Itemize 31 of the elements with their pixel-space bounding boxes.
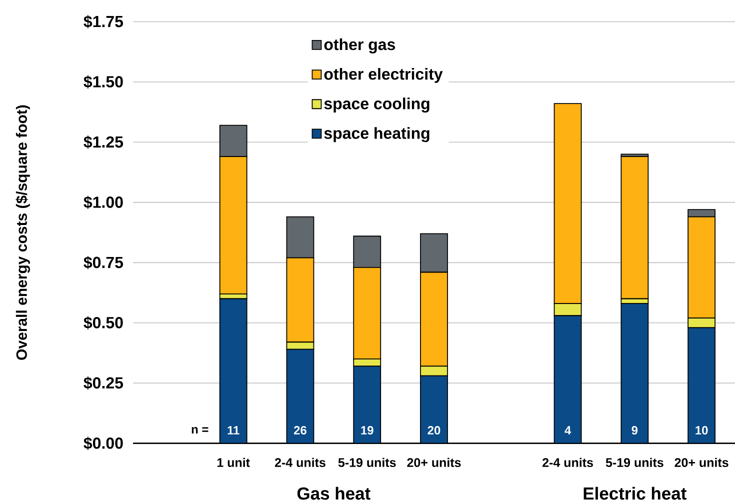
x-tick-label: 5-19 units xyxy=(606,458,664,468)
y-tick-label: $0.75 xyxy=(84,256,124,270)
x-tick-label: 1 unit xyxy=(217,458,250,468)
y-tick-label: $0.25 xyxy=(84,376,124,390)
y-tick-label: $1.75 xyxy=(84,15,124,28)
y-axis-title: Overall energy costs ($/square foot) xyxy=(16,105,30,360)
text: Electric heat xyxy=(584,486,686,500)
y-tick-label: $1.00 xyxy=(84,196,123,209)
x-tick-label: 20+ units xyxy=(407,458,461,468)
x-tick-label: 2-4 units xyxy=(274,458,326,468)
annotation: n = xyxy=(192,427,208,434)
annotation: 20 xyxy=(428,426,440,435)
x-tick-label: 2-4 units xyxy=(542,458,593,468)
y-tick-label: $1.25 xyxy=(84,136,124,149)
legend-label: other gas xyxy=(324,38,396,54)
x-tick-label: 5-19 units xyxy=(338,458,396,468)
annotation: 9 xyxy=(632,426,638,435)
legend-label: space cooling xyxy=(324,98,430,113)
annotation: 11 xyxy=(228,426,240,434)
bar xyxy=(620,156,649,300)
annotation: 10 xyxy=(696,426,708,435)
legend-label: other electricity xyxy=(324,68,443,83)
legend-label: space heating xyxy=(324,127,430,142)
x-tick-label: 20+ units xyxy=(674,458,728,468)
annotation: 4 xyxy=(564,426,572,434)
annotation: 26 xyxy=(294,426,306,435)
y-tick-label: $0.50 xyxy=(84,316,123,330)
y-tick-label: $0.00 xyxy=(84,436,123,450)
annotation: 19 xyxy=(361,426,374,435)
y-tick-label: $1.50 xyxy=(84,75,123,88)
text: Gas heat xyxy=(297,486,370,500)
